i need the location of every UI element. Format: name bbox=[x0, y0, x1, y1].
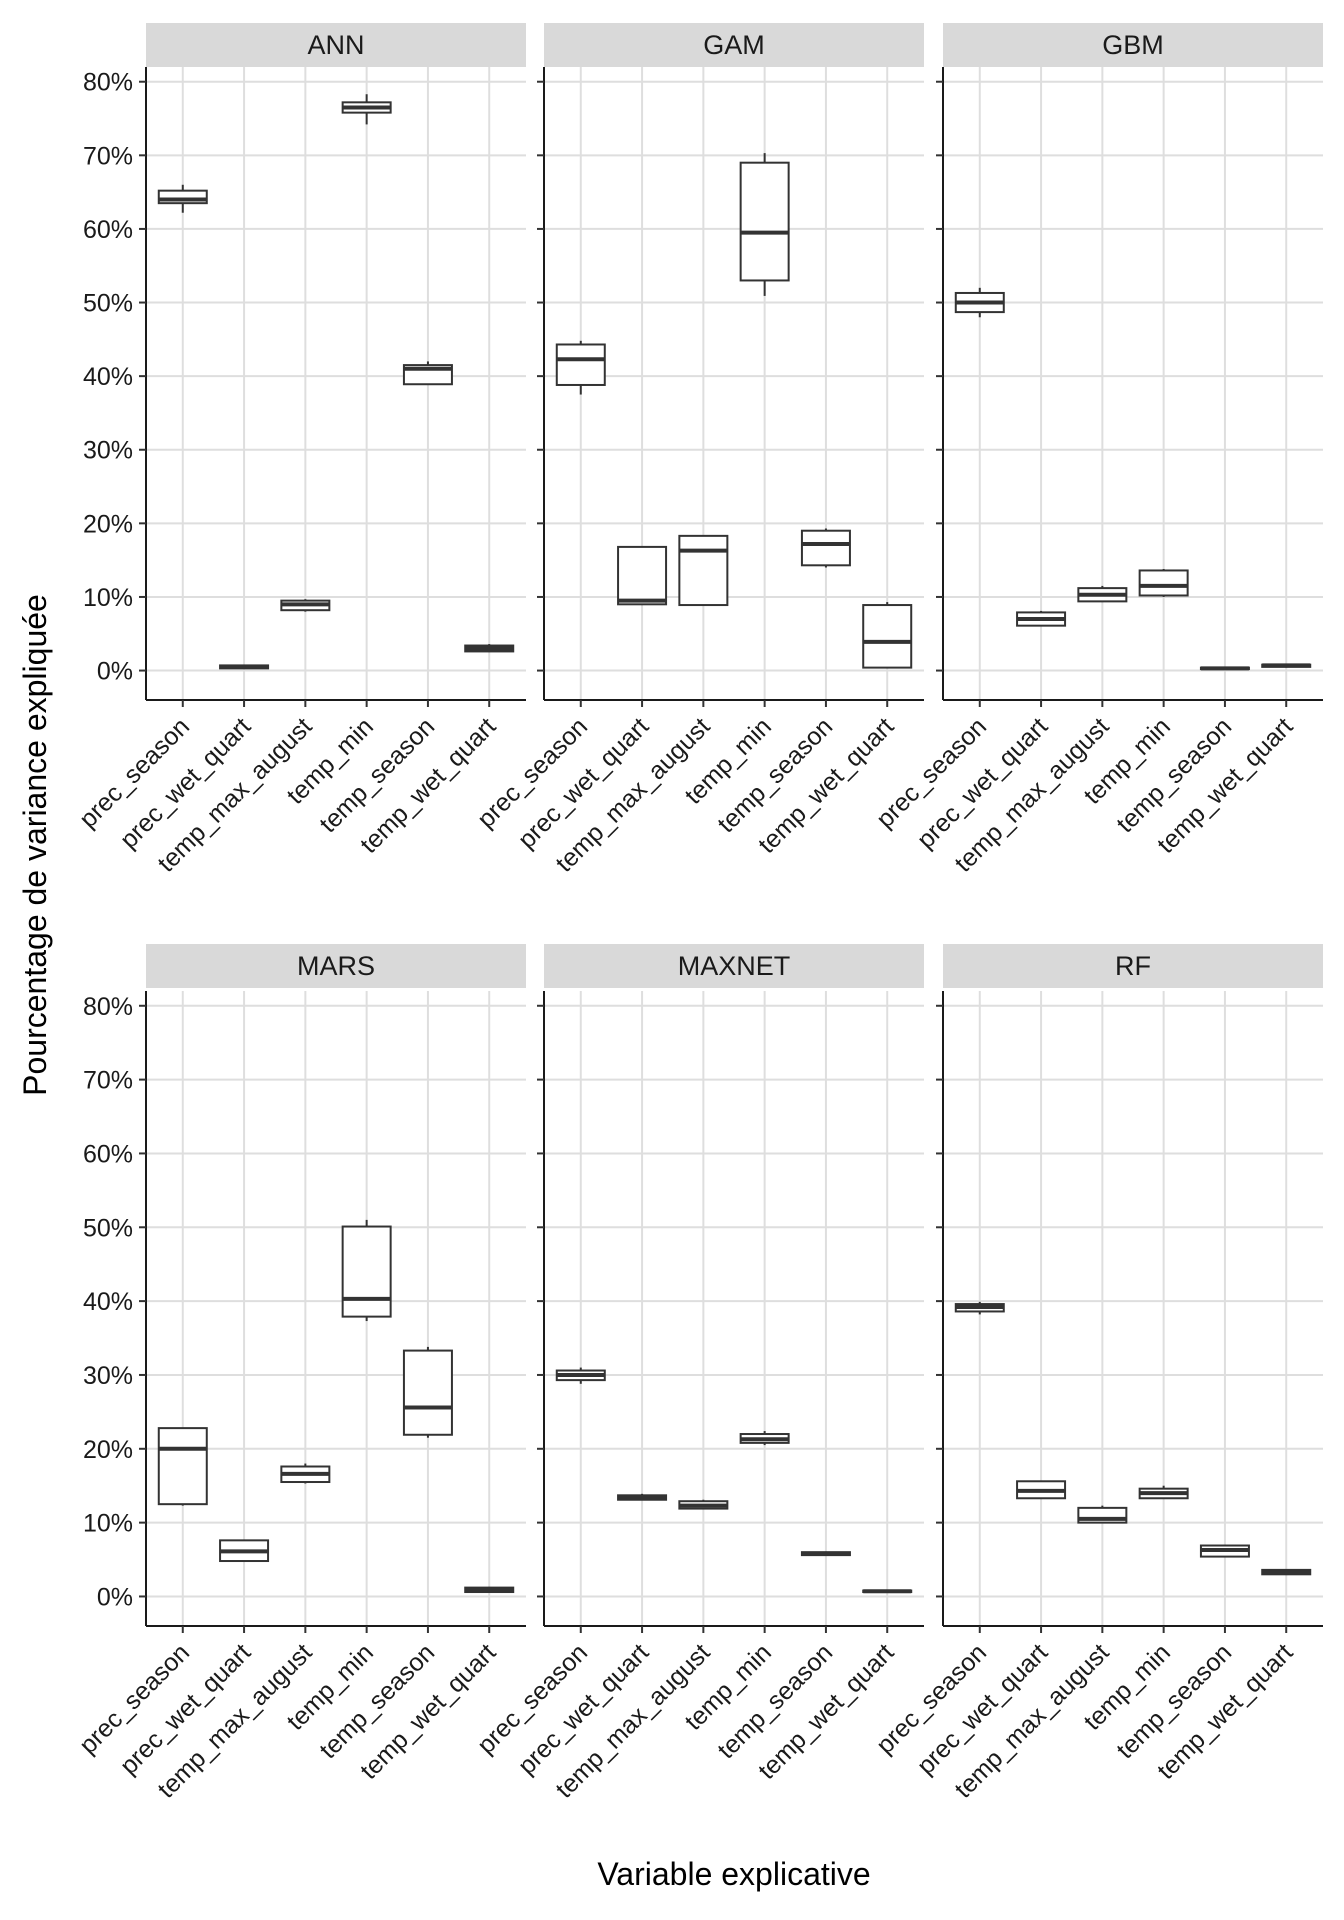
strip-background bbox=[146, 944, 526, 988]
strip-background bbox=[544, 23, 924, 67]
y-tick-label: 20% bbox=[83, 510, 133, 538]
box-iqr bbox=[341, 1225, 392, 1318]
box-iqr bbox=[800, 529, 851, 567]
box-temp_wet_quart bbox=[1261, 1568, 1312, 1576]
box-temp_season bbox=[402, 361, 453, 386]
strip-title: MAXNET bbox=[678, 951, 791, 981]
y-axis-title: Pourcentage de variance expliquée bbox=[17, 594, 53, 1096]
strip-background bbox=[943, 944, 1323, 988]
box-prec_season bbox=[555, 340, 606, 395]
box-temp_max_august bbox=[280, 1463, 331, 1484]
panels-layer: ANN0%10%20%30%40%50%60%70%80%prec_season… bbox=[74, 23, 1323, 1804]
box-iqr bbox=[739, 161, 790, 282]
y-tick-label: 60% bbox=[83, 1140, 133, 1168]
y-tick-label: 30% bbox=[83, 1362, 133, 1390]
y-tick-label: 50% bbox=[83, 290, 133, 318]
strip-background bbox=[544, 944, 924, 988]
box-temp_season bbox=[1199, 666, 1250, 671]
box-temp_min bbox=[739, 1431, 790, 1446]
box-iqr bbox=[157, 1427, 208, 1506]
y-tick-label: 50% bbox=[83, 1214, 133, 1242]
box-iqr bbox=[678, 534, 729, 607]
box-temp_season bbox=[402, 1346, 453, 1438]
box-iqr bbox=[402, 1349, 453, 1436]
panel-ann: ANN0%10%20%30%40%50%60%70%80%prec_season… bbox=[74, 23, 526, 878]
box-temp_max_august bbox=[1077, 585, 1128, 603]
box-prec_season bbox=[954, 287, 1005, 318]
y-tick-label: 0% bbox=[97, 658, 133, 686]
box-prec_wet_quart bbox=[1016, 1480, 1067, 1500]
y-tick-label: 20% bbox=[83, 1436, 133, 1464]
box-prec_wet_quart bbox=[219, 1539, 270, 1563]
strip-title: GAM bbox=[703, 30, 765, 60]
box-iqr bbox=[617, 545, 668, 606]
box-temp_season bbox=[1199, 1544, 1250, 1558]
y-tick-label: 80% bbox=[83, 993, 133, 1021]
box-temp_min bbox=[1138, 568, 1189, 597]
panel-maxnet: MAXNETprec_seasonprec_wet_quarttemp_max_… bbox=[472, 944, 924, 1804]
box-iqr bbox=[862, 604, 913, 669]
strip-title: MARS bbox=[297, 951, 375, 981]
strip-title: ANN bbox=[307, 30, 364, 60]
strip-title: RF bbox=[1115, 951, 1151, 981]
y-tick-label: 40% bbox=[83, 363, 133, 391]
y-tick-label: 0% bbox=[97, 1583, 133, 1611]
box-temp_wet_quart bbox=[1261, 663, 1312, 668]
box-temp_wet_quart bbox=[862, 1589, 913, 1594]
box-temp_max_august bbox=[678, 1499, 729, 1510]
box-temp_min bbox=[341, 1219, 392, 1322]
box-prec_wet_quart bbox=[219, 664, 270, 670]
box-prec_wet_quart bbox=[1016, 610, 1067, 627]
box-temp_wet_quart bbox=[862, 602, 913, 669]
panel-mars: MARS0%10%20%30%40%50%60%70%80%prec_seaso… bbox=[74, 944, 526, 1804]
box-temp_min bbox=[1138, 1485, 1189, 1500]
y-tick-label: 70% bbox=[83, 142, 133, 170]
panel-gam: GAMprec_seasonprec_wet_quarttemp_max_aug… bbox=[472, 23, 924, 878]
strip-title: GBM bbox=[1102, 30, 1164, 60]
box-iqr bbox=[555, 343, 606, 386]
box-temp_wet_quart bbox=[464, 644, 515, 653]
box-temp_season bbox=[800, 528, 851, 568]
box-prec_season bbox=[954, 1301, 1005, 1315]
box-temp_season bbox=[800, 1551, 851, 1557]
box-temp_wet_quart bbox=[464, 1586, 515, 1594]
x-axis-title: Variable explicative bbox=[597, 1856, 870, 1892]
box-temp_min bbox=[739, 153, 790, 296]
box-prec_season bbox=[157, 184, 208, 213]
box-prec_season bbox=[555, 1367, 606, 1384]
box-temp_min bbox=[341, 94, 392, 125]
strip-background bbox=[943, 23, 1323, 67]
y-tick-label: 70% bbox=[83, 1067, 133, 1095]
box-prec_wet_quart bbox=[617, 545, 668, 606]
strip-background bbox=[146, 23, 526, 67]
box-temp_max_august bbox=[1077, 1505, 1128, 1524]
y-tick-label: 10% bbox=[83, 1510, 133, 1538]
y-tick-label: 10% bbox=[83, 584, 133, 612]
box-temp_max_august bbox=[280, 599, 331, 612]
box-prec_season bbox=[157, 1427, 208, 1506]
box-prec_wet_quart bbox=[617, 1493, 668, 1501]
box-temp_max_august bbox=[678, 534, 729, 607]
panel-gbm: GBMprec_seasonprec_wet_quarttemp_max_aug… bbox=[871, 23, 1323, 878]
box-iqr bbox=[1138, 569, 1189, 597]
y-tick-label: 40% bbox=[83, 1288, 133, 1316]
y-tick-label: 80% bbox=[83, 69, 133, 97]
y-tick-label: 60% bbox=[83, 216, 133, 244]
y-tick-label: 30% bbox=[83, 437, 133, 465]
panel-rf: RFprec_seasonprec_wet_quarttemp_max_augu… bbox=[871, 944, 1323, 1804]
